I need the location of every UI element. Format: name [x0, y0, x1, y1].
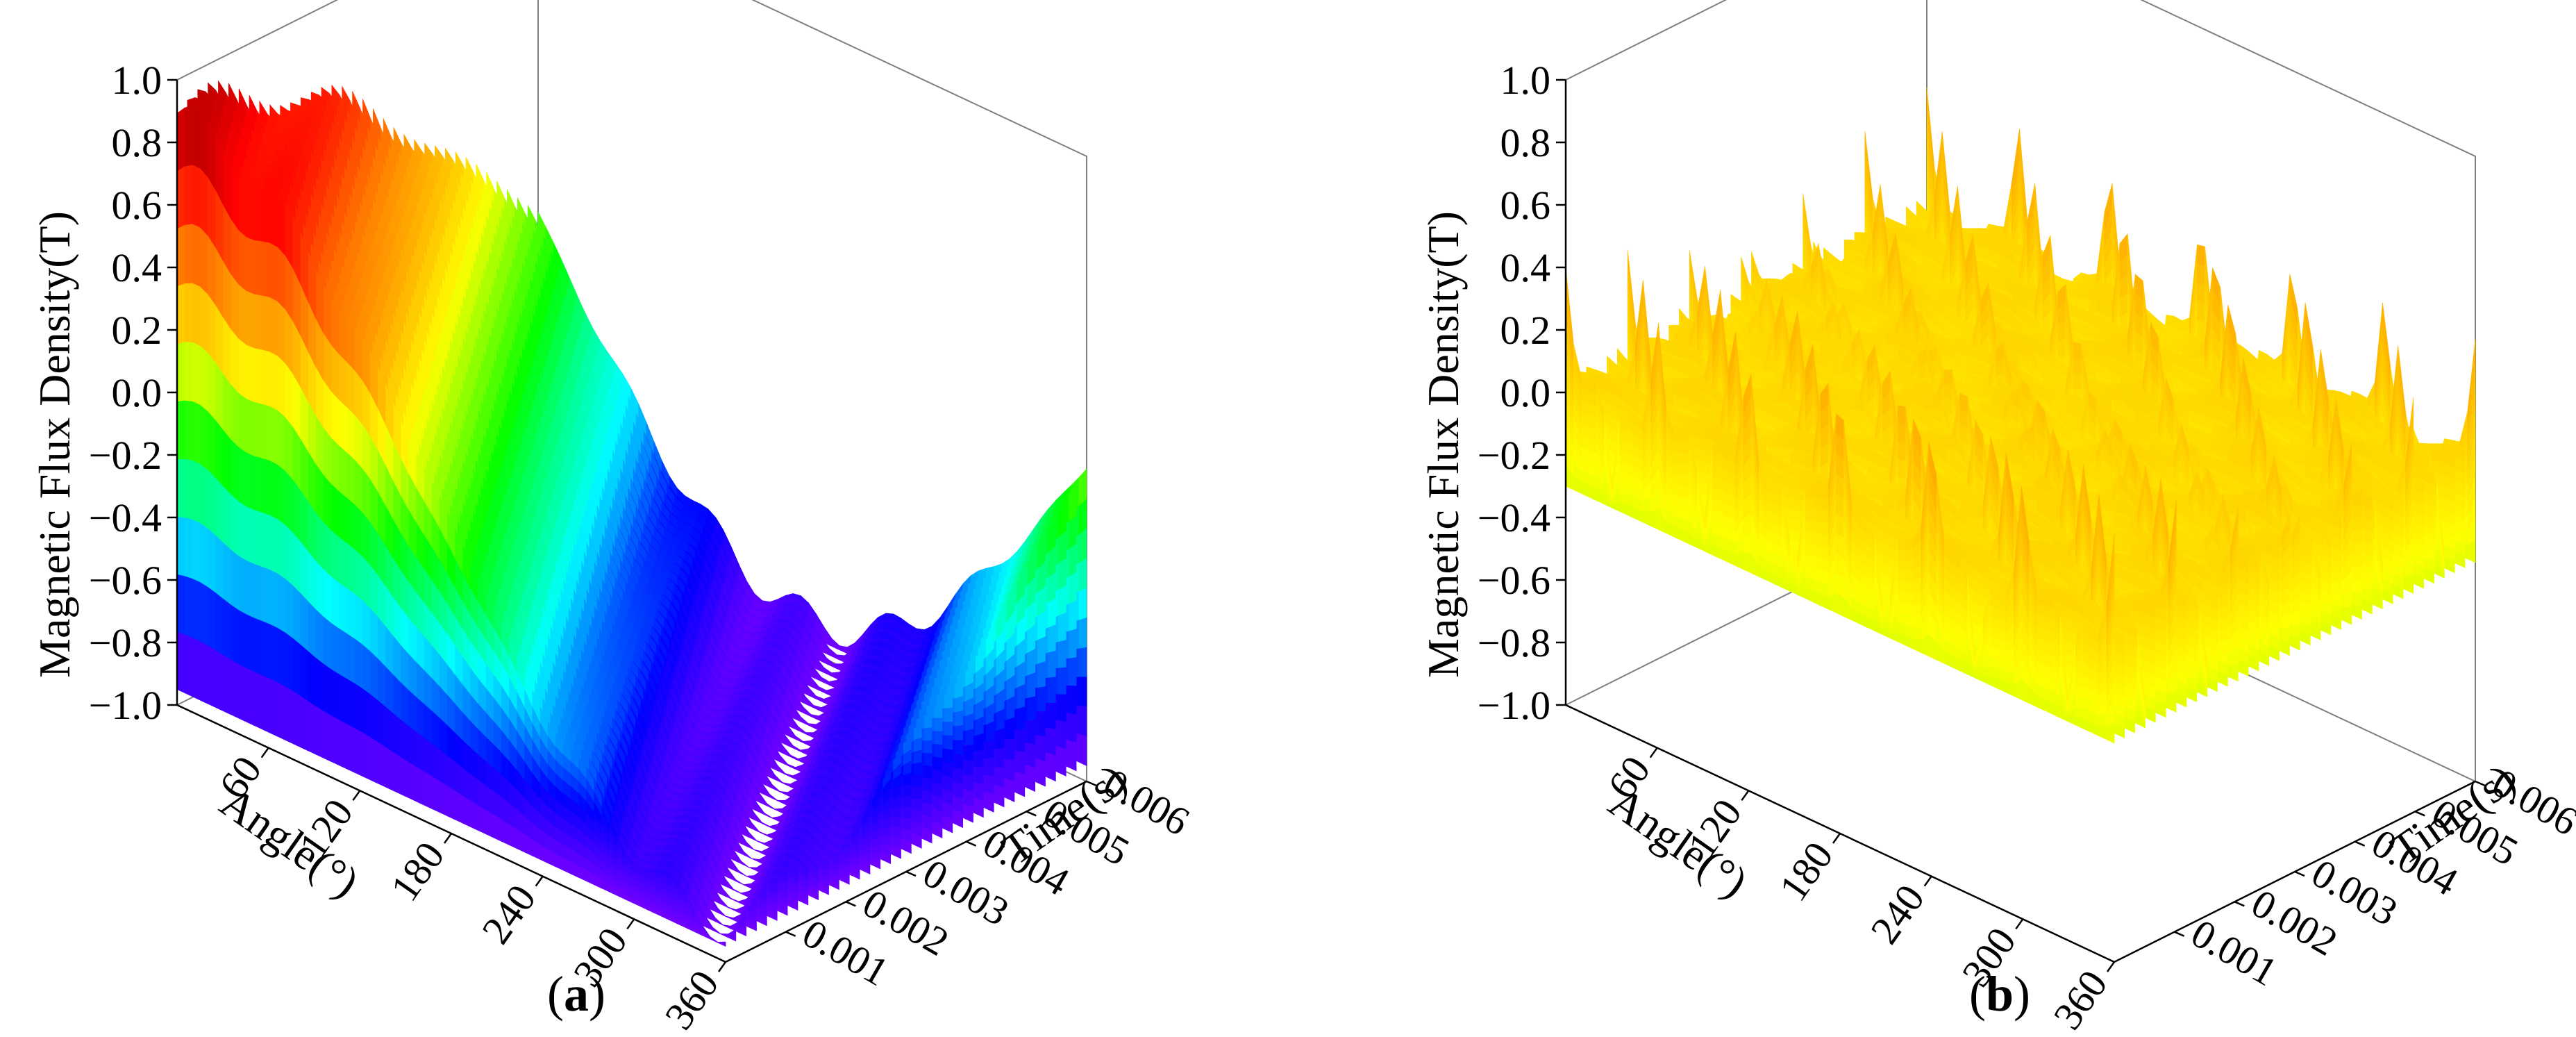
surface-patch: [832, 672, 839, 674]
surface-patch: [1069, 572, 1076, 604]
surface-patch: [1069, 657, 1076, 686]
surface-patch: [780, 610, 788, 614]
surface-patch: [754, 624, 762, 627]
surface-patch: [1048, 651, 1055, 678]
surface-patch: [1079, 588, 1087, 620]
surface-patch: [1048, 753, 1055, 781]
surface-patch: [1069, 686, 1076, 714]
surface-patch: [1048, 727, 1055, 755]
surface-patch: [1079, 558, 1087, 591]
surface-patch: [1058, 586, 1066, 616]
surface-patch: [1058, 558, 1066, 589]
surface-patch: [1048, 598, 1055, 627]
surface-patch: [1079, 617, 1087, 649]
surface-patch: [886, 613, 894, 620]
surface-patch: [778, 618, 785, 622]
surface-patch: [1079, 647, 1087, 677]
surface-patch: [1048, 702, 1055, 729]
surface-patch: [917, 629, 924, 636]
surface-patch: [883, 622, 891, 630]
surface-patch: [1079, 677, 1087, 706]
surface-patch: [1069, 600, 1076, 631]
surface-patch: [1069, 629, 1076, 658]
surface-patch: [912, 648, 919, 654]
surface-patch: [778, 622, 785, 625]
surface-patch: [1058, 746, 1066, 776]
surface-patch: [1079, 733, 1087, 765]
surface-patch: [1058, 640, 1066, 667]
surface-patch: [1058, 720, 1066, 749]
surface-patch: [1048, 677, 1055, 703]
surface-patch: [757, 617, 764, 619]
surface-patch: [1058, 667, 1066, 694]
surface-patch: [834, 664, 842, 665]
surface-patch: [909, 657, 917, 663]
surface-patch: [1048, 624, 1055, 652]
panel-a-chart: −1.0−0.8−0.6−0.4−0.20.00.20.40.60.81.0 6…: [30, 0, 1197, 1037]
surface-patch: [1058, 613, 1066, 642]
surface-patch: [1069, 713, 1076, 743]
surface-patch: [914, 638, 921, 645]
surface-patch: [1058, 694, 1066, 722]
surface-patch: [1079, 705, 1087, 736]
surface-patch: [1069, 740, 1076, 771]
